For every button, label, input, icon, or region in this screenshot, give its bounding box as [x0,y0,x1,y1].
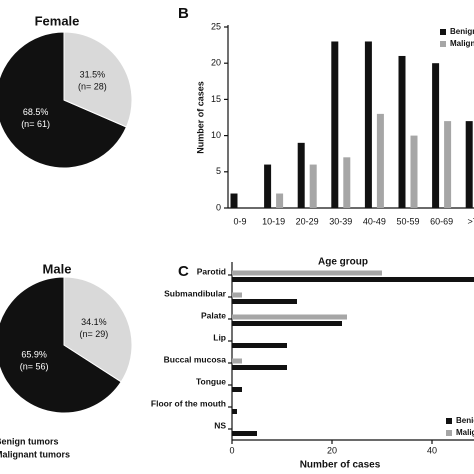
legend-label: Malignant tumors [0,449,70,459]
bar [232,321,342,326]
bar [264,164,272,208]
y-axis-label: Number of cases [195,81,205,154]
x-tick-label: 60-69 [430,216,453,226]
pie-title: Female [35,13,80,28]
slice-label: 31.5% [80,70,106,80]
legend-label: Malignant tumors [456,428,474,437]
y-tick-label: 0 [216,202,221,212]
bar [376,113,384,208]
x-tick-label: 30-39 [329,216,352,226]
bar [232,314,347,320]
slice-count: (n= 29) [79,329,108,339]
bar [297,142,305,208]
slice-label: 34.1% [81,317,107,327]
bar [232,409,237,414]
bar [232,277,474,282]
bar [444,121,452,208]
x-tick-label: 0-9 [233,216,246,226]
pie-slice [63,276,133,383]
y-tick-label: 10 [211,130,221,140]
bar [309,164,317,208]
y-tick-label: Tongue [196,376,226,386]
legend-swatch [446,418,452,424]
slice-count: (n= 56) [20,362,49,372]
bar [232,299,297,304]
x-axis-label: Number of cases [300,460,381,471]
slice-label: 68.5% [23,107,49,117]
legend-label: Benign tumors [456,416,474,425]
y-tick-label: Palate [201,310,226,320]
y-tick-label: Floor of the mouth [151,398,226,408]
bar [343,157,351,208]
y-tick-label: 20 [211,58,221,68]
bar [232,292,242,298]
y-tick-label: 15 [211,94,221,104]
pie-slice [0,31,128,169]
pie-slice [63,31,133,128]
bar [232,270,382,276]
x-tick-label: 40 [427,445,437,455]
bar [232,431,257,436]
bar [432,63,440,209]
bar [410,135,418,208]
slice-count: (n= 61) [21,119,50,129]
bar [465,121,473,208]
x-tick-label: 0 [229,445,234,455]
slice-count: (n= 28) [78,82,107,92]
bar [232,387,242,392]
x-axis-label: Age group [318,257,368,268]
legend-swatch [440,29,446,35]
x-tick-label: 20-29 [296,216,319,226]
bar [331,41,339,209]
y-tick-label: 5 [216,166,221,176]
pie-slice [0,276,122,414]
legend-label: Benign tumors [0,436,59,446]
bar [232,343,287,348]
x-tick-label: 10-19 [262,216,285,226]
y-tick-label: Submandibular [164,288,227,298]
y-tick-label: Lip [213,332,226,342]
y-tick-label: NS [214,420,226,430]
y-tick-label: 25 [211,21,221,31]
panel-label: C [178,263,189,280]
bar [232,358,242,364]
y-tick-label: Buccal mucosa [164,354,227,364]
bar [230,193,238,208]
x-tick-label: >70 [468,216,474,226]
slice-label: 65.9% [21,350,47,360]
bar [364,41,372,209]
x-tick-label: 50-59 [396,216,419,226]
legend-swatch [446,430,452,436]
bar [276,193,284,208]
bar [232,365,287,370]
panel-label: B [178,5,189,22]
legend-label: Malignant tumors [450,39,474,48]
pie-title: Male [43,261,72,276]
x-tick-label: 20 [327,445,337,455]
x-tick-label: 40-49 [363,216,386,226]
legend-swatch [440,41,446,47]
legend-label: Benign tumors [450,27,474,36]
bar [398,55,406,209]
y-tick-label: Parotid [197,266,226,276]
